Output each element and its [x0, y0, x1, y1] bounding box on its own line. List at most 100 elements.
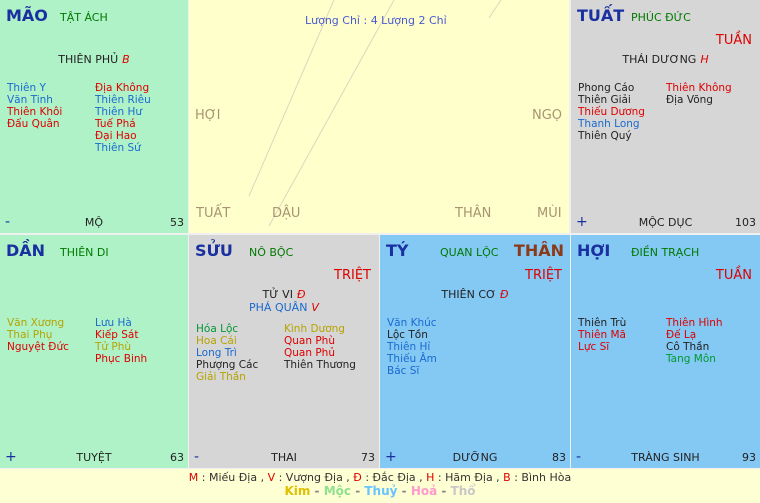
branch-label: NGỌ: [532, 108, 563, 123]
cell-name: SỬU: [195, 241, 233, 260]
palace-name: PHÚC ĐỨC: [631, 11, 691, 24]
life-stage: DƯỠNG: [452, 451, 498, 464]
minor-star: Thiên Riêu: [95, 94, 151, 106]
cell-number: 73: [361, 451, 375, 464]
palace-cell: SỬU NÔ BỘC TRIỆT TỬ VI Đ PHÁ QUÂN V Hóa Lộc Hoa …: [189, 235, 379, 468]
palace-name: NÔ BỘC: [249, 246, 294, 259]
palace-name: ĐIỀN TRẠCH: [631, 246, 700, 259]
cell-number: 93: [742, 451, 756, 464]
cell-number: 63: [170, 451, 184, 464]
palace-cell: DẦN THIÊN DI Văn Xương Thai Phụ Nguyệt Đức Lư…: [0, 235, 188, 468]
palace-cell: TÝ QUAN LỘC THÂN TRIỆT THIÊN CƠ Đ Văn Khúc Lộc …: [380, 235, 570, 468]
main-star-name: THIÊN PHỦ: [58, 53, 119, 66]
cell-name: TUẤT: [577, 6, 625, 25]
minor-star: Bác Sĩ: [387, 365, 420, 377]
star-grade: Đ: [500, 288, 509, 301]
cell-sign: +: [385, 449, 397, 465]
minor-star: Cô Thần: [666, 341, 710, 353]
minor-star: Lực Sĩ: [578, 341, 610, 353]
life-stage: TRÀNG SINH: [631, 451, 700, 464]
palace-cell: TUẤT PHÚC ĐỨC TUẦN THÁI DƯƠNG H Phong Cáo Thiê…: [571, 0, 760, 233]
legend-segment: : Hãm Địa ,: [434, 471, 504, 484]
main-star-name: THIÊN CƠ: [441, 288, 497, 301]
minor-star: Tuế Phá: [95, 118, 136, 130]
minor-star: Thiên Sứ: [95, 142, 141, 154]
minor-star: Thiên Quý: [578, 130, 632, 142]
branch-label: TUẤT: [196, 206, 231, 221]
life-stage: MỘ: [84, 216, 104, 229]
minor-star: Thiếu Âm: [387, 353, 437, 365]
palace-name: THIÊN DI: [60, 246, 109, 259]
minor-star: Nguyệt Đức: [7, 341, 69, 353]
legend-line: Kim - Mộc - Thuỷ - Hoả - Thổ: [0, 484, 760, 498]
legend-segment: : Miếu Địa ,: [198, 471, 268, 484]
minor-star: Thiếu Dương: [578, 106, 645, 118]
minor-star: Thiên Trù: [578, 317, 627, 329]
cell-number: 103: [735, 216, 756, 229]
main-star-name: PHÁ QUÂN: [249, 301, 308, 314]
minor-star: Thanh Long: [578, 118, 640, 130]
life-stage: THAI: [271, 451, 297, 464]
legend-segment: Thuỷ: [364, 484, 398, 498]
palace-cell: HỢI ĐIỀN TRẠCH TUẦN Thiên Trù Thiên Mã Lực Sĩ…: [571, 235, 760, 468]
minor-star: Phượng Các: [196, 359, 259, 371]
minor-star: Thiên Hình: [666, 317, 723, 329]
center-panel: Lượng Chỉ : 4 Lượng 2 Chỉ HỢI NGỌ TUẤT DẬU T…: [189, 0, 569, 233]
minor-star: Thiên Không: [666, 82, 732, 94]
palace-name: QUAN LỘC: [440, 246, 499, 259]
minor-star: Quan Phủ: [284, 347, 335, 359]
cell-sign: +: [576, 214, 588, 230]
cell-sign: +: [5, 449, 17, 465]
minor-star: Văn Tinh: [7, 94, 53, 106]
minor-star: Lưu Hà: [95, 317, 132, 329]
legend-segment: : Đắc Địa ,: [361, 471, 427, 484]
minor-star: Đấu Quân: [7, 118, 60, 130]
legend-segment: -: [397, 484, 411, 498]
minor-star: Giải Thần: [196, 371, 246, 383]
branch-label: DẬU: [272, 206, 301, 221]
minor-star: Kiếp Sát: [95, 329, 139, 341]
main-star-name: TỬ VI: [262, 288, 293, 301]
minor-star: Thiên Hỉ: [387, 341, 431, 353]
minor-star: Thiên Hư: [95, 106, 142, 118]
legend-segment: Hoả: [410, 484, 438, 498]
minor-star: Phục Binh: [95, 353, 148, 365]
minor-star: Tang Môn: [666, 353, 716, 365]
minor-star: Phong Cáo: [578, 82, 635, 94]
body-tag: THÂN: [513, 241, 564, 260]
minor-star: Đế Lạ: [666, 329, 697, 341]
minor-star: Thiên Giải: [578, 94, 631, 106]
cell-number: 53: [170, 216, 184, 229]
main-star: PHÁ QUÂN V: [189, 301, 379, 314]
minor-star: Long Trì: [196, 347, 237, 359]
cell-name: MÃO: [6, 6, 48, 25]
center-text: Lượng Chỉ : 4 Lượng 2 Chỉ: [305, 14, 447, 27]
branch-label: HỢI: [195, 108, 221, 123]
legend-segment: Mộc: [323, 484, 352, 498]
minor-star: Quan Phù: [284, 335, 335, 347]
cell-sign: -: [5, 214, 11, 230]
minor-star: Văn Khúc: [387, 317, 437, 329]
main-star: THÁI DƯƠNG H: [571, 53, 760, 66]
legend-segment: : Vượng Địa ,: [275, 471, 354, 484]
legend-segment: V: [267, 471, 276, 484]
minor-star: Hóa Lộc: [196, 323, 239, 335]
minor-star: Thiên Y: [7, 82, 46, 94]
minor-star: Thai Phụ: [7, 329, 53, 341]
extra-tag: TUẦN: [715, 268, 752, 283]
minor-star: Thiên Khôi: [7, 106, 63, 118]
legend-segment: B: [503, 471, 511, 484]
minor-star: Lộc Tồn: [387, 329, 428, 341]
legend-segment: Kim: [284, 484, 311, 498]
main-star: TỬ VI Đ: [189, 288, 379, 301]
minor-star: Kình Dương: [284, 323, 345, 335]
cell-number: 83: [552, 451, 566, 464]
branch-label: MÙI: [537, 206, 562, 221]
minor-star: Địa Võng: [666, 94, 713, 106]
star-grade: Đ: [296, 288, 306, 301]
minor-star: Thiên Thương: [284, 359, 356, 371]
legend-segment: M: [188, 471, 199, 484]
minor-star: Đại Hao: [95, 130, 137, 142]
minor-star: Tử Phù: [95, 341, 132, 353]
